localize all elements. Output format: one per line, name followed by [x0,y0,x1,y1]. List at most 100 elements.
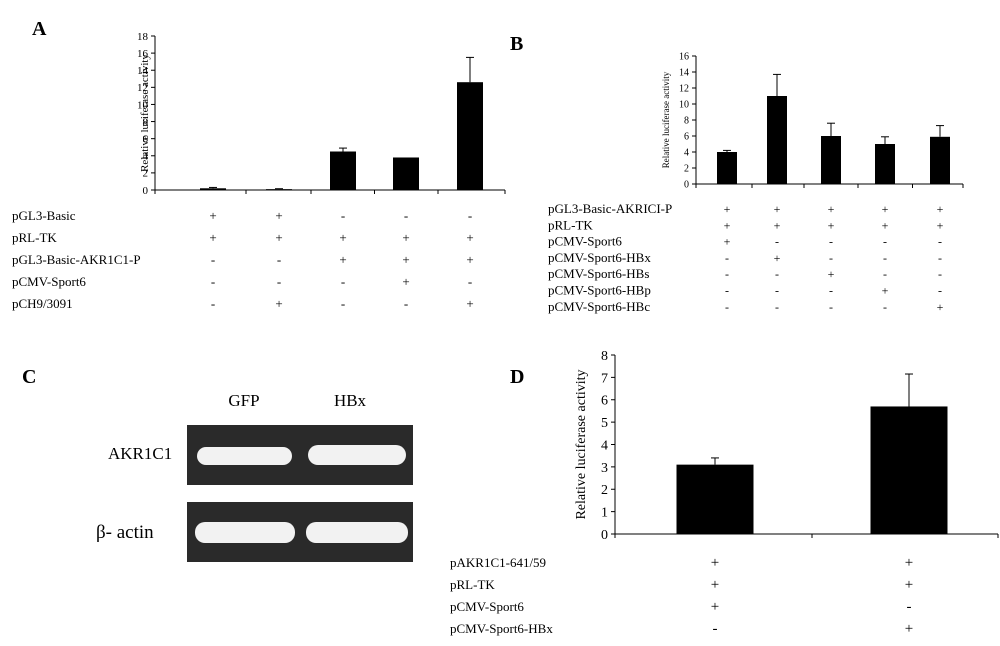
bar [266,189,292,191]
condition-sign: + [774,251,781,265]
condition-sign: - [883,235,887,249]
gel-band-akr1c1-hbx [308,445,406,465]
condition-sign: - [829,251,833,265]
gel-lane-label-hbx: HBx [334,391,367,410]
bar [676,464,754,534]
condition-sign: - [938,267,942,281]
y-tick-label: 0 [601,528,608,543]
gel-panel: GFP HBx AKR1C1 β- actin [96,391,413,562]
condition-sign: - [725,284,729,298]
condition-sign: - [883,300,887,314]
y-axis-label-d: Relative luciferase activity [574,369,589,519]
condition-sign: + [275,230,282,245]
condition-label: pCMV-Sport6 [548,234,622,249]
gel-band-actin-hbx [306,522,408,543]
bar [200,188,226,190]
condition-sign: - [341,296,345,311]
condition-sign: + [275,296,282,311]
condition-sign: - [907,599,912,615]
y-tick-label: 2 [601,483,608,498]
condition-sign: + [905,577,913,593]
condition-label: pCMV-Sport6 [12,274,86,289]
condition-sign: + [724,218,731,232]
gel-row-label-actin: β- actin [96,522,154,543]
condition-sign: + [275,208,282,223]
condition-sign: + [724,202,731,216]
bar [875,144,895,184]
condition-sign: - [938,235,942,249]
bar [821,136,841,184]
condition-sign: + [466,230,473,245]
condition-sign: - [938,251,942,265]
y-tick-label: 8 [601,349,608,364]
condition-sign: - [713,621,718,637]
condition-label: pGL3-Basic-AKRICI-P [548,201,672,216]
condition-label: pCMV-Sport6-HBp [548,283,651,298]
condition-sign: + [711,599,719,615]
condition-sign: + [339,230,346,245]
condition-sign: - [341,274,345,289]
gel-band-akr1c1-gfp [197,447,292,465]
y-tick-label: 0 [684,180,689,191]
condition-sign: - [404,208,408,223]
gel-lane-label-gfp: GFP [228,391,259,410]
condition-sign: - [775,267,779,281]
condition-sign: - [277,274,281,289]
condition-sign: + [466,296,473,311]
condition-sign: + [937,218,944,232]
condition-sign: + [882,218,889,232]
condition-sign: + [209,208,216,223]
condition-label: pCMV-Sport6-HBc [548,299,650,314]
condition-sign: + [828,218,835,232]
condition-sign: - [277,252,281,267]
condition-sign: - [775,284,779,298]
y-tick-label: 3 [601,461,608,476]
condition-label: pRL-TK [548,217,593,232]
panel-letter-c: C [22,366,36,388]
y-tick-label: 14 [679,68,689,79]
y-tick-label: 2 [143,168,149,180]
condition-sign: + [402,252,409,267]
y-tick-label: 0 [143,185,149,197]
y-tick-label: 10 [679,100,689,111]
condition-sign: + [711,555,719,571]
condition-label: pCMV-Sport6-HBs [548,266,649,281]
condition-label: pRL-TK [450,577,495,592]
y-tick-label: 16 [679,52,689,63]
condition-sign: - [883,251,887,265]
condition-sign: + [937,202,944,216]
y-axis-label-a: Relative luciferase activity [139,54,151,172]
chart-b: 0 2 4 6 8 10 12 14 16 Relative luciferase activit… [548,52,964,314]
y-tick-label: 6 [684,132,689,143]
y-tick-label: 14 [137,65,149,77]
y-tick-label: 6 [601,394,608,409]
bar [930,136,950,184]
condition-sign: - [829,284,833,298]
chart-d: 0 1 2 3 4 5 6 7 8 Relative luciferase activity pAK… [450,349,999,637]
condition-sign: + [339,252,346,267]
condition-sign: + [905,555,913,571]
condition-sign: + [466,252,473,267]
condition-sign: + [774,218,781,232]
condition-sign: - [404,296,408,311]
condition-sign: + [711,577,719,593]
condition-sign: - [775,300,779,314]
condition-sign: + [882,202,889,216]
condition-sign: - [468,274,472,289]
gel-band-actin-gfp [195,522,295,543]
y-tick-label: 2 [684,164,689,175]
condition-sign: + [724,235,731,249]
condition-sign: - [211,296,215,311]
condition-label: pCMV-Sport6 [450,599,524,614]
y-tick-label: 10 [137,99,149,111]
y-tick-label: 4 [143,151,149,163]
y-tick-label: 4 [684,148,689,159]
condition-sign: - [829,235,833,249]
condition-sign: + [937,300,944,314]
condition-sign: - [211,252,215,267]
gel-row-label-akr1c1: AKR1C1 [108,444,172,463]
condition-sign: + [209,230,216,245]
condition-sign: + [905,621,913,637]
